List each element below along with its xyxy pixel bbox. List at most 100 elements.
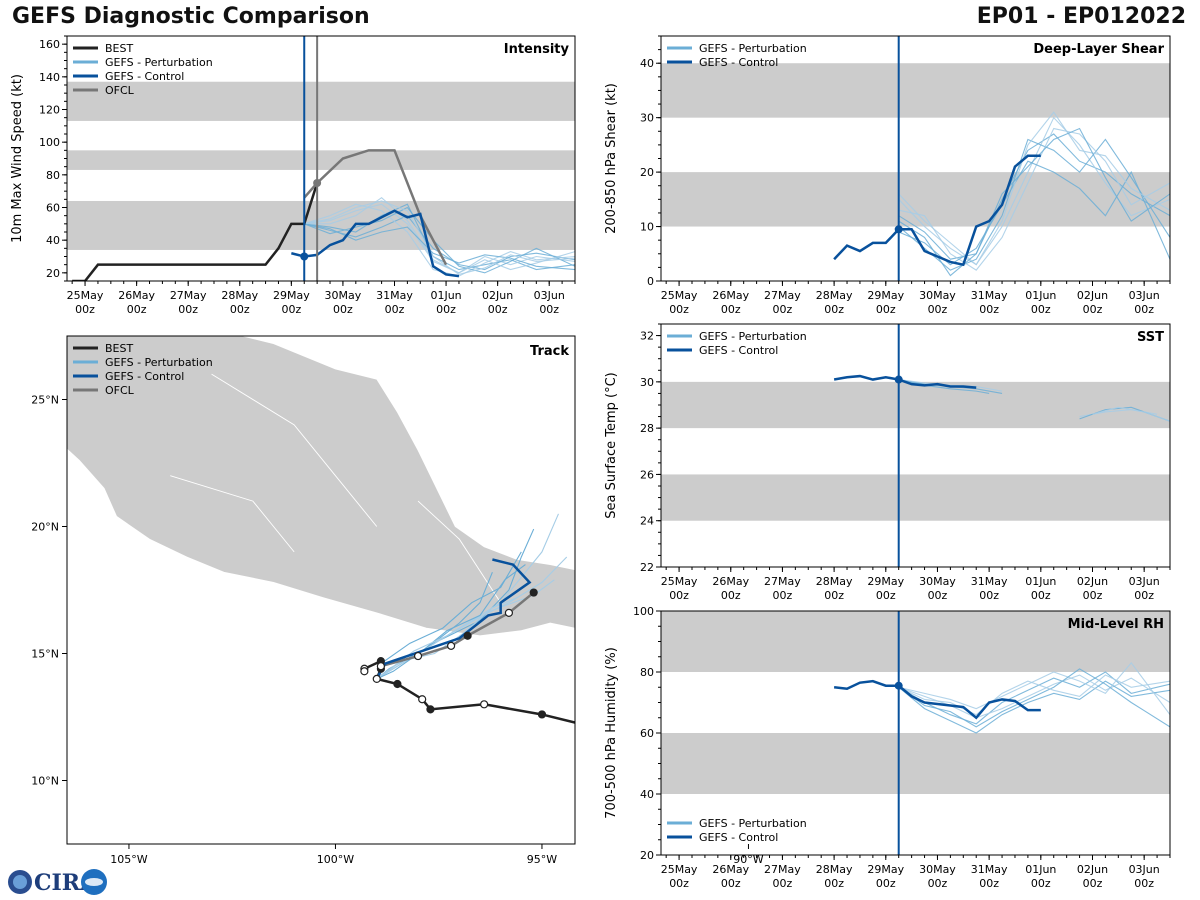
x-tick-label: 29May [867,575,904,588]
legend-label: GEFS - Control [105,370,184,383]
best-track-point [480,700,489,709]
y-tick-label: 25°N [31,394,59,407]
map-area [67,336,595,781]
x-tick-label: 26May [712,575,749,588]
y-tick-label: 60 [640,727,654,740]
x-tick-label: 00z [979,303,999,316]
y-tick-label: 26 [640,468,654,481]
y-tick-label: 30 [640,112,654,125]
y-tick-label: 20 [640,849,654,862]
legend-label: GEFS - Control [105,70,184,83]
plot-area [661,374,1170,521]
ofcl-track-point [446,641,456,650]
panel-track: 105°W 100°W 95°W 90°W 10°N 15°N 20°N 25°N Track B… [31,335,764,866]
perturbation-line [898,127,1170,277]
x-tick-label: 30May [919,863,956,876]
x-tick-label: 00z [488,303,508,316]
x-tick-label: 31May [971,863,1008,876]
threshold-band [67,81,575,121]
panel-title: Deep-Layer Shear [1033,42,1164,57]
x-tick-label: 27May [764,863,801,876]
x-tick-label: 105°W [110,853,147,866]
x-tick-label: 29May [867,289,904,302]
y-tick-label: 80 [46,169,60,182]
x-tick-label: 03Jun [1129,289,1160,302]
x-tick-label: 00z [928,303,948,316]
panel-shear: 01020304025May00z26May00z27May00z28May00… [604,35,1171,316]
legend-label: BEST [105,342,133,355]
perturbation-line [898,133,1170,260]
x-tick-label: 00z [1134,303,1154,316]
land-mexico [67,336,575,781]
threshold-band [661,611,1170,672]
panel-sst: 22242628303225May00z26May00z27May00z28Ma… [604,323,1171,602]
x-tick-label: 00z [773,877,793,890]
best-track-point [426,705,435,714]
cira-logo: CIRA [8,869,107,896]
y-tick-label: 24 [640,515,654,528]
best-track-point [393,679,402,689]
cloud-icon [85,878,103,886]
control-line [833,374,977,389]
x-tick-label: 00z [1031,303,1051,316]
state-border [211,373,378,527]
y-tick-label: 10 [640,221,654,234]
threshold-band [661,63,1170,118]
x-tick-label: 27May [764,289,801,302]
x-tick-label: 00z [75,303,95,316]
x-tick-label: 00z [178,303,198,316]
perturbation-line [898,674,1170,716]
x-tick-label: 29May [867,863,904,876]
legend-label: GEFS - Control [699,344,778,357]
threshold-band [661,381,1170,429]
y-tick-label: 60 [46,202,60,215]
x-tick-label: 27May [170,289,207,302]
perturbation-line [898,661,1170,716]
x-tick-label: 29May [273,289,310,302]
y-tick-label: 20°N [31,521,59,534]
ofcl-track-point [413,651,423,661]
x-tick-label: 00z [721,877,741,890]
y-tick-label: 20 [46,267,60,280]
x-tick-label: 02Jun [1077,289,1108,302]
x-tick-label: 00z [385,303,405,316]
threshold-band [661,172,1170,227]
x-tick-label: 00z [1083,589,1103,602]
x-tick-label: 00z [1134,877,1154,890]
x-tick-label: 01Jun [430,289,461,302]
best-track-point [360,667,369,676]
plot-area [67,81,575,281]
y-tick-label: 40 [46,234,60,247]
y-tick-label: 40 [640,788,654,801]
perturbation-track [376,564,526,680]
x-tick-label: 00z [127,303,147,316]
x-tick-label: 26May [712,863,749,876]
best-track-point [588,726,595,733]
x-tick-label: 00z [928,877,948,890]
y-tick-label: 120 [39,104,60,117]
x-tick-label: 26May [118,289,155,302]
best-line [72,182,319,281]
x-tick-label: 30May [919,289,956,302]
legend-label: BEST [105,42,133,55]
best-track-point [372,674,381,684]
best-track-point [418,695,427,704]
legend-label: OFCL [105,84,135,97]
y-axis-label: 200-850 hPa Shear (kt) [604,83,619,234]
panel-title: Intensity [504,42,570,57]
x-tick-label: 00z [979,877,999,890]
panel-title: Mid-Level RH [1068,617,1164,632]
y-axis-label: Sea Surface Temp (°C) [604,372,619,519]
plot-area [661,611,1170,794]
x-tick-label: 00z [539,303,559,316]
best-track-point [580,721,587,728]
ofcl-track-point [529,588,538,597]
x-tick-label: 30May [325,289,362,302]
y-tick-label: 160 [39,38,60,51]
x-tick-label: 00z [824,877,844,890]
y-tick-label: 0 [647,275,654,288]
